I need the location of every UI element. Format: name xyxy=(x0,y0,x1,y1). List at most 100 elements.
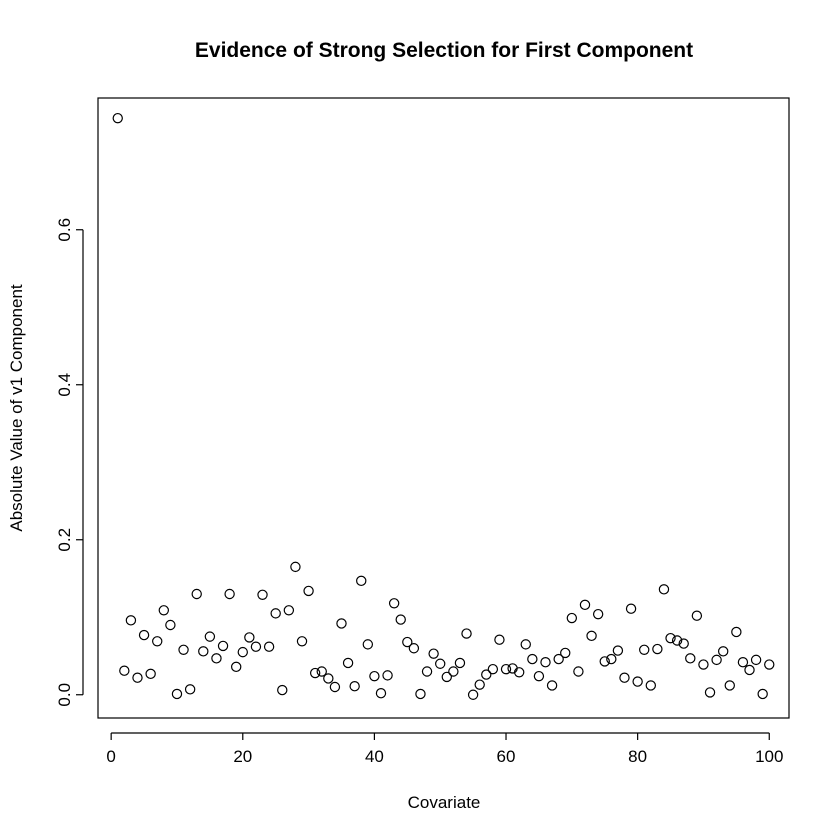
data-point xyxy=(698,659,709,670)
y-axis: 0.0 0.2 0.4 0.6 xyxy=(55,218,84,707)
data-point xyxy=(152,636,163,647)
data-point xyxy=(757,688,768,700)
data-point xyxy=(388,598,400,609)
x-tick-label: 0 xyxy=(106,747,115,766)
data-point xyxy=(415,688,426,700)
y-axis-label: Absolute Value of v1 Component xyxy=(7,284,26,532)
data-point xyxy=(560,647,571,659)
data-point xyxy=(500,663,512,675)
plot-frame xyxy=(97,97,790,719)
data-point xyxy=(448,666,459,677)
data-point xyxy=(717,646,729,657)
data-point xyxy=(481,669,492,680)
data-point xyxy=(119,665,130,676)
data-point xyxy=(461,628,472,639)
y-tick-label: 0.2 xyxy=(55,528,74,552)
data-point xyxy=(395,614,406,625)
data-point xyxy=(369,670,380,682)
data-point xyxy=(296,636,308,647)
data-point xyxy=(165,619,176,631)
data-point xyxy=(586,630,597,642)
data-point xyxy=(573,666,584,677)
y-tick-label: 0.4 xyxy=(55,373,74,397)
data-point xyxy=(665,632,676,644)
data-point xyxy=(474,679,485,690)
data-point xyxy=(138,629,150,641)
data-point xyxy=(191,588,202,600)
data-points xyxy=(112,112,775,700)
data-point xyxy=(592,608,604,620)
data-point xyxy=(645,680,657,691)
y-tick-label: 0.6 xyxy=(55,218,74,242)
data-point xyxy=(711,654,722,666)
x-tick-label: 40 xyxy=(365,747,384,766)
data-point xyxy=(198,646,209,657)
data-point xyxy=(263,641,275,652)
data-point xyxy=(224,588,235,600)
data-point xyxy=(408,643,420,654)
data-point xyxy=(257,589,268,600)
data-point xyxy=(553,653,564,665)
data-point xyxy=(421,666,433,677)
data-point xyxy=(685,653,696,664)
data-point xyxy=(619,672,630,683)
data-point xyxy=(132,672,143,683)
data-point xyxy=(277,684,288,696)
x-axis: 0 20 40 60 80 100 xyxy=(106,732,783,766)
data-point xyxy=(731,626,742,638)
data-point xyxy=(744,664,755,676)
data-point xyxy=(652,643,663,655)
data-point xyxy=(671,635,683,646)
data-point xyxy=(171,688,183,700)
data-point xyxy=(112,112,123,124)
data-point xyxy=(211,653,222,664)
chart-title: Evidence of Strong Selection for First C… xyxy=(195,39,693,62)
data-point xyxy=(342,657,354,669)
data-point xyxy=(316,666,327,677)
data-point xyxy=(750,654,762,666)
data-point xyxy=(704,687,716,698)
data-point xyxy=(520,639,531,650)
data-point xyxy=(599,656,610,667)
data-point xyxy=(309,667,321,679)
x-axis-label: Covariate xyxy=(408,793,481,812)
data-point xyxy=(612,645,624,656)
data-point xyxy=(658,584,670,595)
data-point xyxy=(632,676,643,687)
data-point xyxy=(290,561,301,573)
data-point xyxy=(566,612,578,624)
data-point xyxy=(270,608,281,619)
data-point xyxy=(454,657,466,669)
data-point xyxy=(283,605,295,616)
data-point xyxy=(250,641,262,652)
data-point xyxy=(606,653,617,665)
data-point xyxy=(230,661,242,673)
data-point xyxy=(435,658,446,669)
data-point xyxy=(764,659,775,670)
data-point xyxy=(579,599,591,611)
data-point xyxy=(546,680,558,691)
data-point xyxy=(375,688,387,699)
data-point xyxy=(329,681,341,693)
data-point xyxy=(184,684,196,695)
data-point xyxy=(244,632,255,643)
data-point xyxy=(382,670,393,681)
x-tick-label: 80 xyxy=(628,747,647,766)
data-point xyxy=(237,646,248,658)
data-point xyxy=(145,668,156,680)
x-tick-label: 100 xyxy=(755,747,783,766)
data-point xyxy=(402,636,413,648)
data-point xyxy=(158,605,170,616)
data-point xyxy=(678,638,689,649)
data-point xyxy=(494,634,505,645)
data-point xyxy=(323,673,334,684)
y-tick-label: 0.0 xyxy=(55,683,74,707)
data-point xyxy=(217,640,229,652)
data-point xyxy=(303,585,314,597)
x-tick-label: 60 xyxy=(497,747,516,766)
data-point xyxy=(737,657,749,668)
data-point xyxy=(467,689,479,700)
data-point xyxy=(349,681,360,692)
data-point xyxy=(204,631,216,642)
